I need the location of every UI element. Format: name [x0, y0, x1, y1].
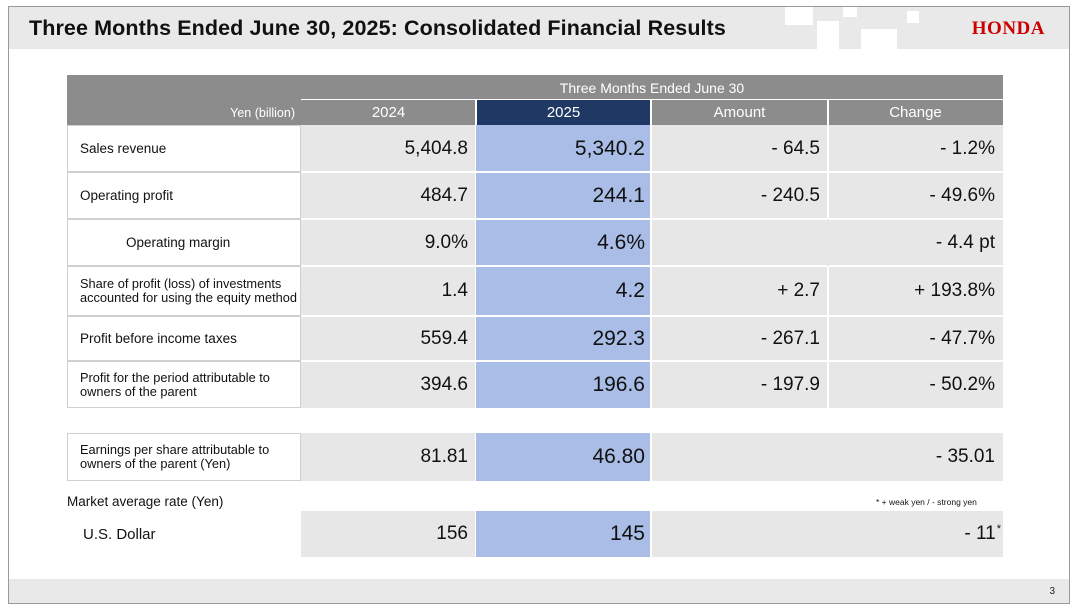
row-label-share-of-profit: Share of profit (loss) of investments ac…	[67, 266, 301, 316]
value-change: - 1.2%	[828, 125, 1003, 172]
footer-bar	[9, 579, 1069, 603]
title-bar: Three Months Ended June 30, 2025: Consol…	[9, 7, 1069, 49]
unit-label: Yen (billion)	[67, 100, 301, 125]
value-2025: 4.6%	[476, 219, 651, 266]
col-header-change: Change	[828, 100, 1003, 125]
value-amount	[651, 219, 828, 266]
row-label-eps: Earnings per share attributable to owner…	[67, 433, 301, 481]
col-header-amount: Amount	[651, 100, 828, 125]
header-corner	[67, 75, 301, 100]
value-2024: 5,404.8	[301, 125, 476, 172]
honda-logo: HONDA	[971, 18, 1045, 39]
row-label-sales-revenue: Sales revenue	[67, 125, 301, 172]
value-2025: 5,340.2	[476, 125, 651, 172]
page-number: 3	[1049, 586, 1055, 597]
value-amount: + 2.7	[651, 266, 828, 316]
value-2024: 484.7	[301, 172, 476, 219]
value-change: - 11	[964, 523, 996, 544]
value-2024: 559.4	[301, 316, 476, 361]
value-2025: 145	[476, 511, 651, 557]
value-2024: 156	[301, 511, 476, 557]
value-amount: - 64.5	[651, 125, 828, 172]
value-2024: 81.81	[301, 433, 476, 481]
col-header-2024: 2024	[301, 100, 476, 125]
value-amount: - 197.9	[651, 361, 828, 408]
row-label-operating-profit: Operating profit	[67, 172, 301, 219]
value-change: - 49.6%	[828, 172, 1003, 219]
value-2025: 46.80	[476, 433, 651, 481]
table-super-header: Three Months Ended June 30	[301, 75, 1003, 100]
row-label-profit-attributable: Profit for the period attributable to ow…	[67, 361, 301, 408]
value-change: + 193.8%	[828, 266, 1003, 316]
yen-note: * + weak yen / - strong yen	[876, 497, 977, 507]
row-label-profit-before-taxes: Profit before income taxes	[67, 316, 301, 361]
value-2025: 244.1	[476, 172, 651, 219]
value-change: - 50.2%	[828, 361, 1003, 408]
value-amount: - 240.5	[651, 172, 828, 219]
value-2024: 9.0%	[301, 219, 476, 266]
row-label-operating-margin: Operating margin	[67, 219, 301, 266]
value-2024: 394.6	[301, 361, 476, 408]
usd-change-cell: - 11 *	[651, 511, 1003, 557]
value-change: - 47.7%	[828, 316, 1003, 361]
value-change: - 35.01	[651, 433, 1003, 481]
market-rate-label: Market average rate (Yen)	[67, 494, 224, 509]
page-title: Three Months Ended June 30, 2025: Consol…	[29, 16, 726, 40]
value-2025: 196.6	[476, 361, 651, 408]
value-2025: 292.3	[476, 316, 651, 361]
value-2025: 4.2	[476, 266, 651, 316]
col-header-2025: 2025	[476, 100, 651, 125]
footnote-mark: *	[996, 523, 1001, 535]
value-change: - 4.4 pt	[828, 219, 1003, 266]
value-amount: - 267.1	[651, 316, 828, 361]
usd-label: U.S. Dollar	[83, 526, 156, 543]
value-2024: 1.4	[301, 266, 476, 316]
